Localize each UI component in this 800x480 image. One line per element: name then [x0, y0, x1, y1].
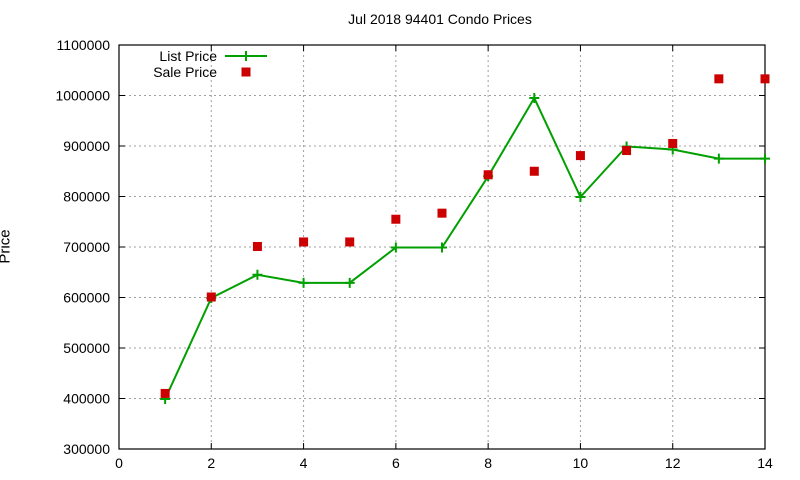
plus-marker — [760, 153, 770, 164]
square-marker — [345, 237, 355, 247]
square-marker — [206, 292, 216, 302]
square-marker — [529, 166, 539, 176]
square-marker — [483, 170, 493, 180]
square-marker — [668, 138, 678, 148]
square-marker — [575, 151, 585, 161]
tick-labels: 0 2 4 6 8 10 12 14 300000 400000 500000 600000 70000… — [55, 37, 773, 471]
y-tick-label: 500000 — [63, 340, 110, 356]
y-tick-label: 800000 — [63, 189, 110, 205]
data-series — [160, 74, 770, 405]
x-tick-label: 4 — [300, 455, 308, 471]
x-tick-label: 2 — [207, 455, 215, 471]
square-marker — [714, 74, 724, 84]
square-marker — [760, 74, 770, 84]
square-marker — [622, 146, 632, 156]
plus-marker — [713, 153, 724, 164]
plus-marker — [437, 242, 447, 253]
y-tick-label: 900000 — [63, 138, 110, 154]
square-marker — [391, 214, 401, 224]
y-tick-label: 1000000 — [55, 88, 110, 104]
y-tick-label: 400000 — [63, 391, 110, 407]
plus-marker — [298, 277, 309, 288]
plus-marker — [252, 269, 263, 280]
x-tick-label: 10 — [573, 455, 589, 471]
y-tick-label: 700000 — [63, 239, 110, 255]
chart-title: Jul 2018 94401 Condo Prices — [348, 11, 532, 27]
list-price-series — [160, 93, 770, 405]
legend-square-marker — [241, 67, 251, 77]
y-tick-label: 600000 — [63, 290, 110, 306]
series-line — [164, 95, 765, 400]
x-tick-label: 8 — [484, 455, 492, 471]
y-tick-label: 1100000 — [57, 37, 111, 53]
square-marker — [437, 208, 447, 218]
y-tick-label: 300000 — [63, 441, 110, 457]
plus-marker — [344, 277, 355, 288]
legend-label: List Price — [159, 48, 217, 64]
square-marker — [160, 388, 170, 398]
plus-marker — [529, 93, 540, 104]
x-tick-label: 12 — [665, 455, 681, 471]
square-marker — [252, 241, 262, 251]
plus-marker — [575, 192, 586, 203]
x-tick-label: 6 — [392, 455, 400, 471]
square-marker — [299, 237, 309, 247]
sale-price-series — [160, 74, 770, 398]
axes — [118, 44, 766, 450]
x-tick-label: 0 — [115, 455, 123, 471]
legend-label: Sale Price — [153, 64, 217, 80]
legend-plus-marker — [241, 51, 251, 61]
x-tick-label: 14 — [757, 455, 773, 471]
plus-marker — [390, 242, 401, 253]
